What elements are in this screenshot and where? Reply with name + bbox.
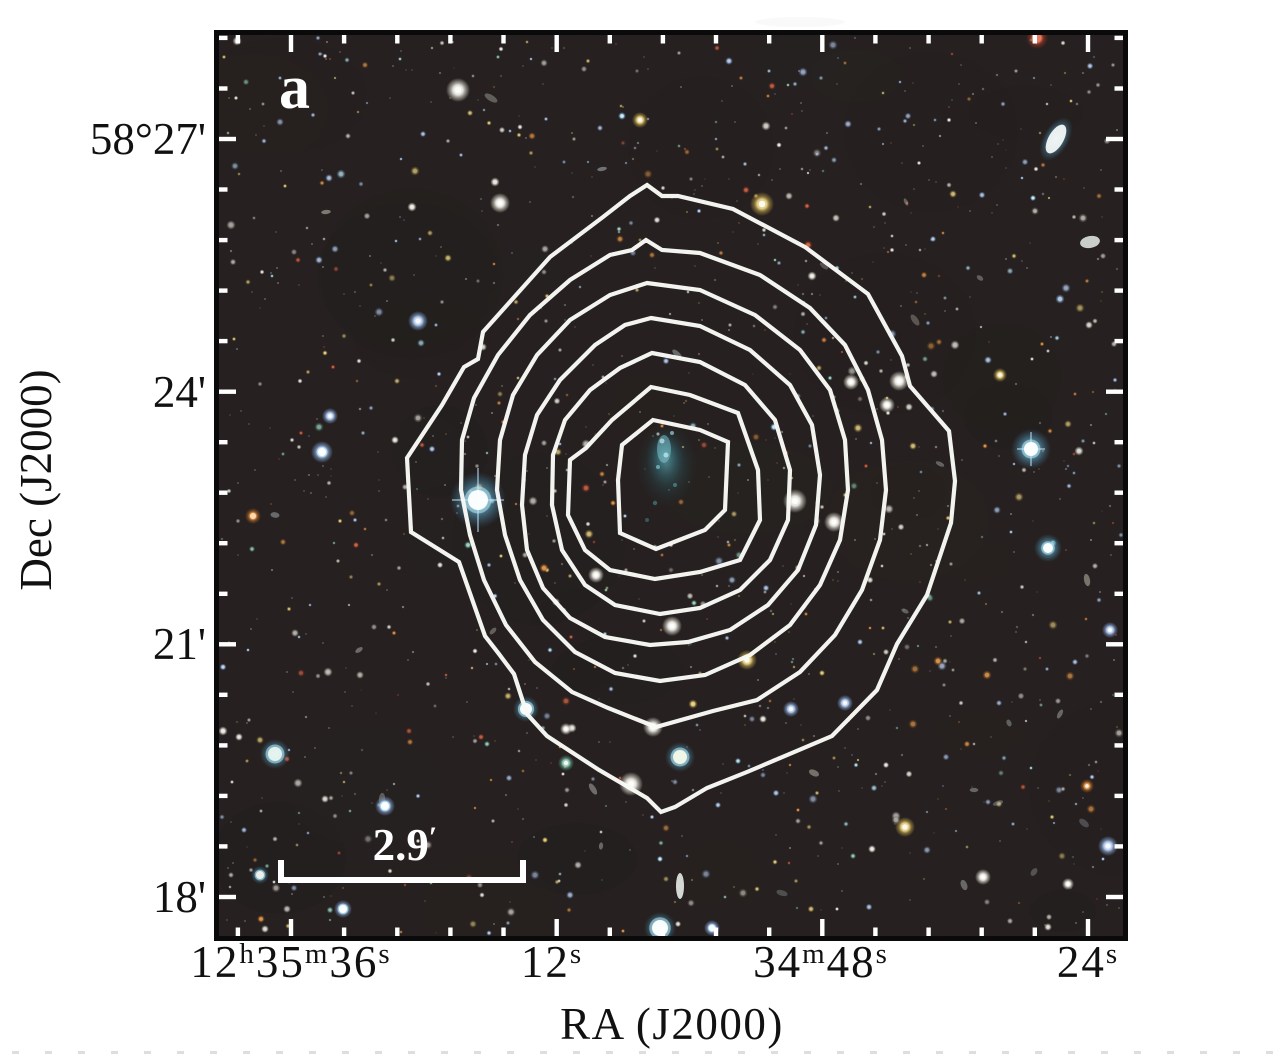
svg-text:58°27': 58°27' [90, 114, 206, 164]
svg-text:12h35m36s: 12h35m36s [190, 937, 391, 987]
svg-text:18': 18' [153, 872, 206, 922]
svg-text:24': 24' [153, 367, 206, 417]
svg-text:Dec (J2000): Dec (J2000) [11, 369, 61, 590]
svg-text:2.9′: 2.9′ [373, 820, 438, 870]
svg-text:a: a [279, 54, 310, 122]
svg-text:RA (J2000): RA (J2000) [560, 999, 784, 1049]
svg-text:21': 21' [153, 619, 206, 669]
